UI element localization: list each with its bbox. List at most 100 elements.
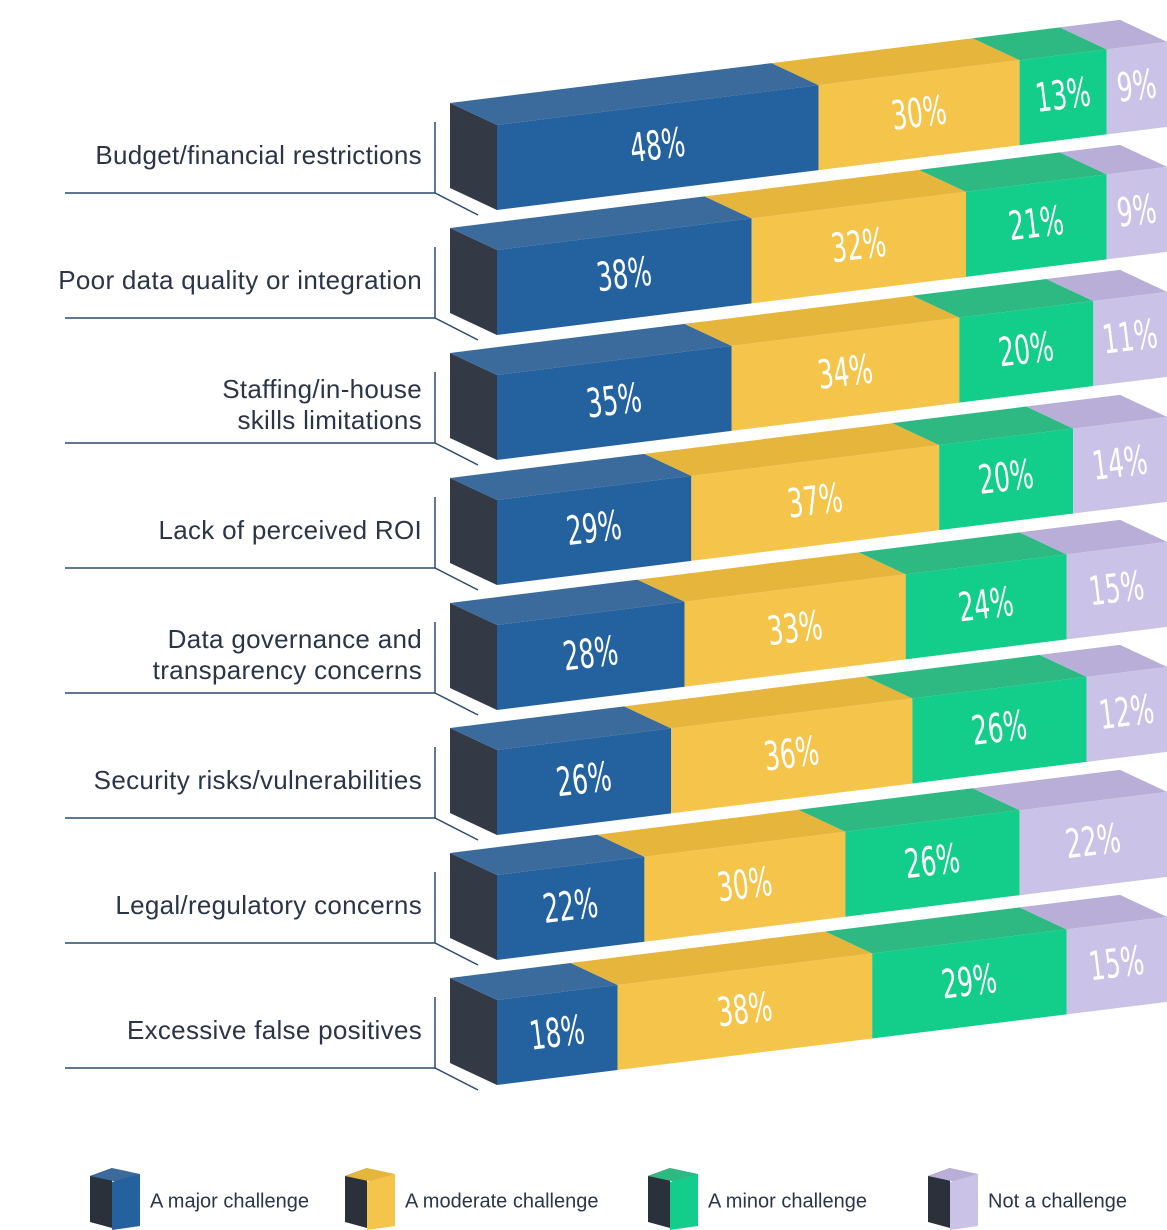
- bar-segment: [644, 831, 846, 942]
- bar-top: [919, 152, 1107, 192]
- bar-segment: [1106, 41, 1167, 135]
- bar-segment: [1093, 291, 1167, 387]
- value-label: 28%: [560, 627, 620, 680]
- bar-top: [798, 788, 1020, 832]
- bar-top: [450, 63, 819, 125]
- value-label: 26%: [902, 834, 962, 887]
- value-label: 13%: [1033, 68, 1093, 121]
- bar-top: [858, 532, 1067, 575]
- category-label: Excessive false positives: [126, 1014, 422, 1045]
- legend-label: A major challenge: [150, 1190, 309, 1212]
- category-label: Data governance and transparency concern…: [152, 624, 422, 685]
- bar-top: [450, 963, 618, 1000]
- leader-line: [65, 567, 479, 591]
- bar-segment: [966, 174, 1107, 277]
- bar-segment: [617, 953, 873, 1071]
- value-label: 12%: [1096, 685, 1156, 738]
- bar-segment: [1066, 916, 1167, 1015]
- value-label: 20%: [976, 450, 1036, 503]
- value-label: 18%: [527, 1006, 587, 1059]
- legend-side: [345, 1168, 367, 1228]
- value-label: 48%: [627, 119, 687, 172]
- bar-top: [450, 579, 685, 625]
- bar-top: [450, 453, 692, 500]
- bar-top: [892, 406, 1074, 446]
- value-label: 14%: [1090, 436, 1150, 489]
- bar-segment: [845, 810, 1020, 917]
- legend-side: [928, 1168, 950, 1228]
- legend-side: [90, 1168, 112, 1228]
- value-label: 20%: [996, 323, 1056, 376]
- category-label: Budget/financial restrictions: [95, 139, 422, 170]
- value-label: 15%: [1086, 562, 1146, 615]
- bar-top: [1059, 19, 1167, 50]
- bar-top: [624, 676, 913, 729]
- bar-side: [450, 603, 497, 710]
- value-label: 38%: [714, 983, 774, 1036]
- bar-segment: [497, 475, 692, 585]
- bar-segment: [1073, 416, 1167, 514]
- bar-side: [450, 353, 497, 460]
- category-label: Security risks/vulnerabilities: [93, 764, 422, 795]
- bar-top: [1019, 519, 1167, 555]
- legend-swatch: [367, 1174, 395, 1230]
- bar-top: [570, 931, 873, 986]
- value-label: 11%: [1100, 310, 1160, 363]
- bar-top: [450, 196, 752, 250]
- value-label: 38%: [594, 248, 654, 301]
- value-label: 21%: [1006, 197, 1066, 250]
- leader-line: [65, 942, 479, 966]
- value-label: 36%: [761, 727, 821, 780]
- value-label: 33%: [765, 602, 825, 655]
- bar-top: [450, 834, 645, 875]
- bar-segment: [751, 191, 966, 304]
- bar-segment: [872, 929, 1067, 1039]
- bar-segment: [959, 301, 1094, 403]
- bar-segment: [1106, 166, 1167, 260]
- bar-top: [597, 809, 846, 857]
- bar-top: [644, 423, 940, 476]
- bar-segment: [497, 856, 645, 960]
- bar-side: [450, 728, 497, 835]
- bar-top: [450, 706, 672, 750]
- category-label: Staffing/in-house skills limitations: [222, 374, 422, 435]
- value-label: 9%: [1114, 185, 1159, 236]
- bar-segment: [691, 445, 940, 561]
- category-label: Legal/regulatory concerns: [115, 889, 422, 920]
- bar-side: [450, 228, 497, 335]
- bar-segment: [497, 601, 685, 710]
- legend-swatch: [670, 1174, 698, 1230]
- value-label: 9%: [1114, 60, 1159, 111]
- bar-top: [1039, 644, 1167, 677]
- bar-top: [1026, 394, 1167, 429]
- bar-top: [825, 907, 1067, 954]
- bar-top: [684, 295, 960, 346]
- legend-swatch: [950, 1174, 978, 1230]
- value-label: 37%: [785, 474, 845, 527]
- bar-side: [450, 853, 497, 960]
- bar-segment: [684, 574, 906, 687]
- bar-side: [450, 978, 497, 1085]
- category-label: Lack of perceived ROI: [158, 514, 422, 545]
- bar-segment: [731, 317, 960, 431]
- legend-label: A moderate challenge: [405, 1190, 598, 1212]
- legend-label: A minor challenge: [708, 1190, 867, 1212]
- bar-top: [450, 323, 732, 375]
- bar-side: [450, 478, 497, 585]
- value-label: 15%: [1086, 937, 1146, 990]
- value-label: 35%: [584, 374, 644, 427]
- bar-segment: [1019, 49, 1107, 146]
- legend-side: [648, 1168, 670, 1228]
- value-label: 22%: [540, 879, 600, 932]
- value-label: 34%: [815, 345, 875, 398]
- bar-segment: [497, 85, 819, 210]
- leader-line: [65, 317, 479, 341]
- leader-line: [65, 1067, 479, 1091]
- bar-top: [1019, 894, 1167, 930]
- bar-segment: [497, 345, 732, 460]
- bar-top: [972, 769, 1167, 811]
- value-label: 30%: [714, 858, 774, 911]
- bar-top: [637, 552, 906, 602]
